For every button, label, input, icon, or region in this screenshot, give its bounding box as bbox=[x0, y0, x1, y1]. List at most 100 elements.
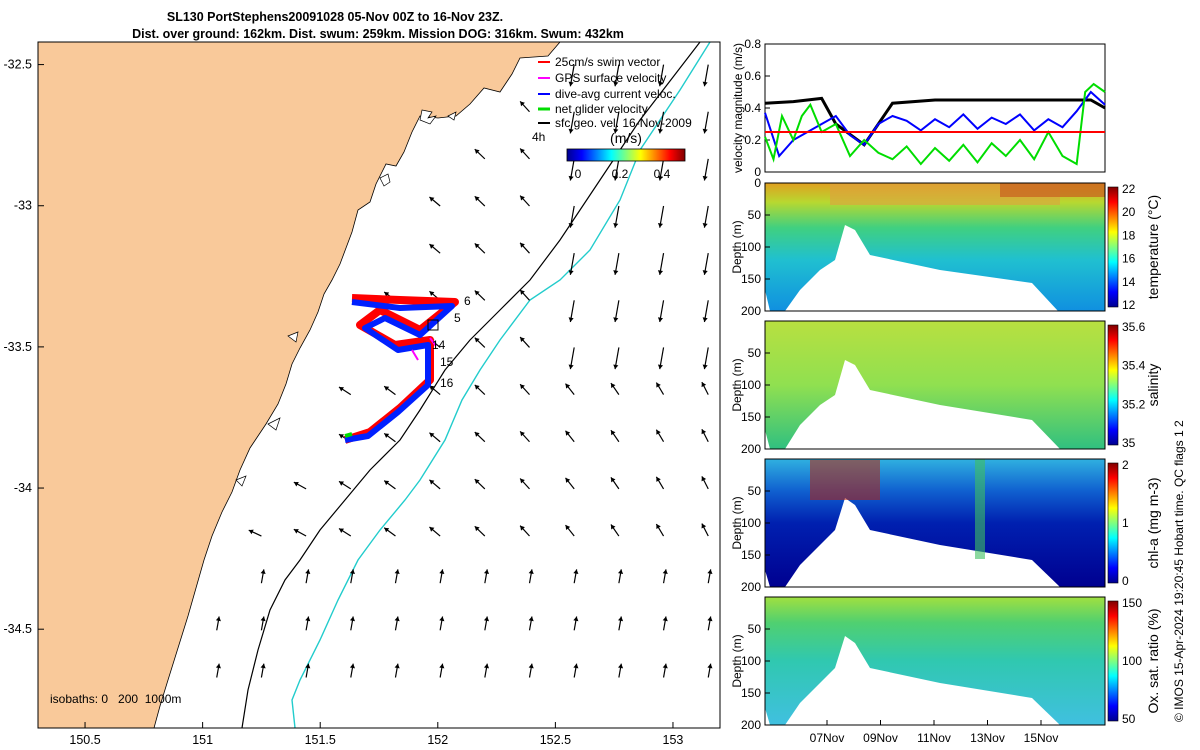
colorbar-title: (m/s) bbox=[610, 130, 642, 146]
salTicks-cbtick-1: 35.2 bbox=[1122, 397, 1146, 411]
legend-label-swim: 25cm/s swim vector bbox=[555, 55, 660, 69]
sfc-arrow-head bbox=[573, 569, 579, 575]
sfc-arrow-head bbox=[568, 317, 574, 322]
sfc-arrow-head bbox=[662, 616, 668, 622]
sfc-arrow-head bbox=[610, 383, 616, 389]
sfc-arrow-head bbox=[349, 663, 356, 669]
sfc-arrow-head bbox=[565, 477, 571, 483]
legend-label-dive-avg: dive-avg current veloc. bbox=[555, 87, 676, 101]
sfc-arrow-head bbox=[384, 433, 390, 439]
sfc-arrow-head bbox=[520, 525, 525, 531]
sfc-arrow-head bbox=[394, 569, 400, 575]
velocity-ytick-0: 0 bbox=[754, 165, 761, 179]
chlorophyll-panel: chl-a (mg m-3) Depth (m) 50 100 150 200 0 1 2 bbox=[730, 458, 1161, 594]
chlTicks-ytick-1: 100 bbox=[741, 516, 761, 530]
salTicks-cbtick-2: 35.4 bbox=[1122, 359, 1146, 373]
sfc-arrow-head bbox=[568, 175, 574, 181]
sfc-arrow-head bbox=[702, 223, 708, 228]
tempTicks-cbtick-1: 14 bbox=[1122, 275, 1136, 289]
day-label-6: 6 bbox=[464, 294, 471, 308]
sfc-arrow-head bbox=[520, 431, 525, 437]
sfc-arrow-head bbox=[474, 432, 480, 437]
velocity-colorbar bbox=[566, 148, 686, 162]
sfc-arrow-head bbox=[429, 526, 435, 532]
oxTicks-cbtick-1: 100 bbox=[1122, 654, 1142, 668]
sfc-arrow-head bbox=[338, 434, 344, 439]
sfc-arrow-head bbox=[520, 242, 525, 248]
sfc-arrow-head bbox=[439, 616, 445, 622]
temperature-colorbar bbox=[1107, 186, 1119, 308]
sfc-arrow-head bbox=[573, 663, 579, 669]
sfc-arrow-head bbox=[520, 101, 525, 107]
sfc-arrow-head bbox=[305, 569, 311, 575]
chlTicks-ytick-3: 200 bbox=[741, 580, 761, 594]
time-xtick-1: 09Nov bbox=[863, 731, 898, 745]
sfc-arrow-head bbox=[613, 270, 619, 275]
sfc-arrow-head bbox=[429, 385, 435, 391]
colorbar-tick-0: 0 bbox=[575, 167, 582, 181]
sfc-arrow-head bbox=[215, 616, 221, 622]
sfc-arrow-head bbox=[702, 364, 708, 370]
sfc-arrow-head bbox=[483, 663, 490, 669]
velocity-ytick-3: 0.6 bbox=[744, 69, 761, 83]
map-ytick-3: -34 bbox=[14, 481, 32, 495]
time-xtick-3: 13Nov bbox=[970, 731, 1005, 745]
sfc-arrow-head bbox=[483, 569, 490, 575]
sfc-arrow-head bbox=[565, 430, 571, 436]
velocity-ytick-1: 0.2 bbox=[744, 133, 761, 147]
sfc-arrow-head bbox=[474, 243, 480, 249]
salTicks-ytick-0: 50 bbox=[748, 346, 762, 360]
sfc-arrow-head bbox=[657, 317, 664, 322]
sfc-arrow-head bbox=[568, 81, 574, 87]
sfc-arrow-head bbox=[657, 364, 664, 370]
sfc-arrow-head bbox=[656, 382, 661, 388]
sfc-arrow-head bbox=[474, 479, 480, 484]
sfc-arrow-head bbox=[474, 196, 480, 202]
sfc-arrow-head bbox=[528, 569, 534, 575]
day-label-16: 16 bbox=[440, 376, 454, 390]
map-xtick-4: 152.5 bbox=[540, 733, 571, 747]
sfc-arrow-head bbox=[520, 478, 525, 484]
day-label-14: 14 bbox=[432, 338, 446, 352]
oxTicks-ytick-2: 150 bbox=[741, 686, 761, 700]
sfc-arrow-head bbox=[474, 290, 480, 296]
sfc-arrow-head bbox=[305, 663, 311, 669]
sfc-arrow-head bbox=[293, 529, 299, 534]
tempTicks-ytick-0: 0 bbox=[754, 176, 761, 190]
sfc-arrow-head bbox=[610, 430, 616, 436]
chlorophyll-label: chl-a (mg m-3) bbox=[1145, 477, 1161, 568]
sfc-arrow-head bbox=[701, 382, 707, 388]
tempTicks-ytick-2: 100 bbox=[741, 240, 761, 254]
sfc-arrow-head bbox=[439, 663, 445, 669]
footer-credit: © IMOS 15-Apr-2024 19:20:45 Hobart time.… bbox=[1172, 420, 1186, 722]
tempTicks-ytick-1: 50 bbox=[748, 208, 762, 222]
legend-label-sfc: sfc geo. vel. 16-Nov-2009 bbox=[555, 116, 692, 130]
oxygen-colorbar bbox=[1107, 600, 1119, 722]
tempTicks-ytick-3: 150 bbox=[741, 272, 761, 286]
map-ytick-4: -34.5 bbox=[4, 622, 33, 636]
legend-label-gps: GPS surface velocity bbox=[555, 71, 666, 85]
sfc-arrow-head bbox=[618, 663, 624, 669]
map-legend: 25cm/s swim vector GPS surface velocity … bbox=[532, 55, 692, 144]
velocity-panel: 0 0.2 0.4 0.6 0.8 velocity magnitude (m/s) bbox=[731, 37, 1106, 179]
colorbar-tick-1: 0.2 bbox=[612, 167, 629, 181]
day-label-5: 5 bbox=[454, 311, 461, 325]
sfc-arrow-head bbox=[215, 663, 221, 669]
salinity-label: salinity bbox=[1145, 364, 1161, 407]
time-xtick-0: 07Nov bbox=[810, 731, 845, 745]
sfc-arrow-head bbox=[528, 663, 534, 669]
time-xtick-4: 15Nov bbox=[1024, 731, 1059, 745]
salTicks-ytick-2: 150 bbox=[741, 410, 761, 424]
map-ytick-1: -33 bbox=[14, 199, 32, 213]
sfc-arrow-head bbox=[338, 528, 344, 533]
sfc-arrow-head bbox=[707, 616, 713, 622]
velocity-series-1 bbox=[764, 90, 1106, 158]
salTicks-ytick-1: 100 bbox=[741, 378, 761, 392]
sfc-arrow-head bbox=[429, 291, 435, 297]
sfc-arrow-head bbox=[610, 524, 616, 530]
chlTicks-cbtick-1: 1 bbox=[1122, 516, 1129, 530]
map-panel: 6 5 14 15 16 25cm/s swim vector GPS surf… bbox=[4, 41, 721, 747]
map-xtick-1: 151 bbox=[192, 733, 213, 747]
sfc-arrow-head bbox=[394, 663, 400, 669]
